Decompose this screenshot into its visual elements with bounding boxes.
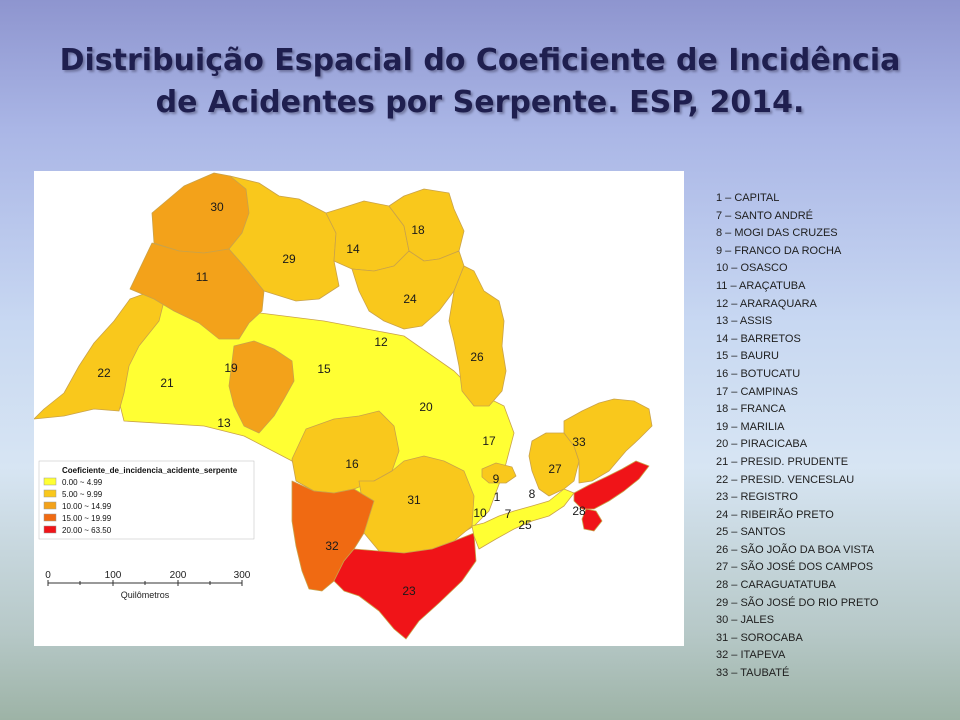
label-25: 25 [518, 518, 532, 532]
label-23: 23 [402, 584, 416, 598]
slide-title: Distribuição Espacial do Coeficiente de … [0, 40, 960, 124]
region-key-item: 20 – PIRACICABA [716, 438, 808, 451]
region-key-item: 28 – CARAGUATATUBA [716, 579, 836, 592]
label-11: 11 [196, 270, 209, 284]
region-key-item: 14 – BARRETOS [716, 332, 801, 345]
region-28-island [581, 508, 603, 532]
region-23 [333, 532, 477, 640]
region-9 [481, 462, 517, 484]
region-key-item: 16 – BOTUCATU [716, 367, 801, 380]
map-legend: Coeficiente_de_incidencia_acidente_serpe… [38, 460, 255, 540]
scale-tick-300: 300 [234, 570, 251, 581]
title-line-2: de Acidentes por Serpente. ESP, 2014. [155, 85, 805, 120]
legend-label-5: 20.00 ~ 63.50 [62, 526, 112, 535]
label-33: 33 [572, 435, 586, 449]
label-7: 7 [505, 507, 512, 521]
region-19 [228, 340, 295, 434]
region-18 [388, 188, 465, 262]
region-key-item: 10 – OSASCO [716, 262, 788, 275]
label-28: 28 [572, 504, 586, 518]
label-19: 19 [224, 361, 238, 375]
label-14: 14 [346, 242, 360, 256]
region-28 [573, 460, 650, 510]
label-13: 13 [217, 416, 231, 430]
scale-tick-100: 100 [105, 570, 122, 581]
label-16: 16 [345, 457, 359, 471]
region-key-item: 15 – BAURU [716, 350, 779, 363]
label-9: 9 [493, 472, 500, 486]
label-12: 12 [374, 335, 388, 349]
label-29: 29 [282, 252, 296, 266]
legend-swatch-4 [43, 513, 57, 522]
label-1: 1 [494, 490, 501, 504]
legend-label-4: 15.00 ~ 19.99 [62, 514, 112, 523]
region-11 [129, 242, 265, 340]
region-26 [448, 265, 507, 407]
label-24: 24 [403, 292, 417, 306]
scale-tick-0: 0 [45, 570, 51, 581]
label-22: 22 [97, 366, 111, 380]
scale-bar: 0 100 200 300 Quilômetros [45, 570, 251, 600]
region-key-item: 24 – RIBEIRÃO PRETO [716, 508, 834, 521]
region-key-item: 22 – PRESID. VENCESLAU [716, 473, 855, 486]
label-18: 18 [411, 223, 425, 237]
sao-paulo-map: 30 11 29 14 18 24 12 26 22 21 19 15 13 2… [34, 172, 653, 640]
region-29 [228, 175, 340, 302]
label-17: 17 [482, 434, 496, 448]
region-key-item: 18 – FRANCA [716, 403, 786, 416]
region-33 [563, 398, 653, 484]
label-20: 20 [419, 400, 433, 414]
region-key-item: 31 – SOROCABA [716, 631, 803, 644]
legend-label-2: 5.00 ~ 9.99 [62, 490, 103, 499]
region-key-item: 13 – ASSIS [716, 315, 773, 328]
region-25 [471, 488, 575, 550]
legend-title: Coeficiente_de_incidencia_acidente_serpe… [62, 466, 238, 475]
legend-swatch-3 [43, 501, 57, 510]
region-key-item: 30 – JALES [716, 614, 775, 627]
region-31 [358, 455, 475, 554]
label-32: 32 [325, 539, 339, 553]
region-key-item: 12 – ARARAQUARA [716, 297, 817, 310]
label-26: 26 [470, 350, 484, 364]
region-key-item: 1 – CAPITAL [716, 192, 780, 204]
region-key-item: 33 – TAUBATÉ [716, 667, 790, 680]
region-30 [151, 172, 250, 254]
label-30: 30 [210, 200, 224, 214]
label-10: 10 [473, 506, 487, 520]
region-key-item: 9 – FRANCO DA ROCHA [716, 244, 842, 257]
title-line-1: Distribuição Espacial do Coeficiente de … [59, 43, 901, 78]
legend-swatch-5 [43, 525, 57, 534]
region-key-item: 25 – SANTOS [716, 526, 786, 539]
region-key-item: 23 – REGISTRO [716, 491, 798, 504]
region-key-item: 21 – PRESID. PRUDENTE [716, 455, 849, 468]
region-key-list: 1 – CAPITAL 7 – SANTO ANDRÉ 8 – MOGI DAS C… [716, 190, 878, 683]
label-8: 8 [529, 487, 536, 501]
legend-label-3: 10.00 ~ 14.99 [62, 502, 112, 511]
label-15: 15 [317, 362, 331, 376]
label-27: 27 [548, 462, 562, 476]
legend-swatch-2 [43, 489, 57, 498]
label-21: 21 [160, 376, 174, 390]
region-key-item: 17 – CAMPINAS [716, 385, 798, 398]
region-key-item: 29 – SÃO JOSÉ DO RIO PRETO [716, 596, 879, 609]
region-key-item: 8 – MOGI DAS CRUZES [716, 227, 838, 240]
map-panel: 30 11 29 14 18 24 12 26 22 21 19 15 13 2… [34, 171, 684, 646]
region-27 [528, 432, 580, 497]
scale-unit-label: Quilômetros [121, 590, 170, 600]
region-key-item: 19 – MARILIA [716, 420, 785, 433]
scale-tick-200: 200 [170, 570, 187, 581]
region-key-item: 26 – SÃO JOÃO DA BOA VISTA [716, 543, 875, 556]
region-key-item: 32 – ITAPEVA [716, 649, 786, 662]
region-key-item: 11 – ARAÇATUBA [716, 279, 806, 292]
legend-swatch-1 [43, 477, 57, 486]
legend-label-1: 0.00 ~ 4.99 [62, 478, 103, 487]
label-31: 31 [407, 493, 421, 507]
region-key-item: 7 – SANTO ANDRÉ [716, 209, 813, 222]
region-key-item: 27 – SÃO JOSÉ DOS CAMPOS [716, 561, 874, 574]
